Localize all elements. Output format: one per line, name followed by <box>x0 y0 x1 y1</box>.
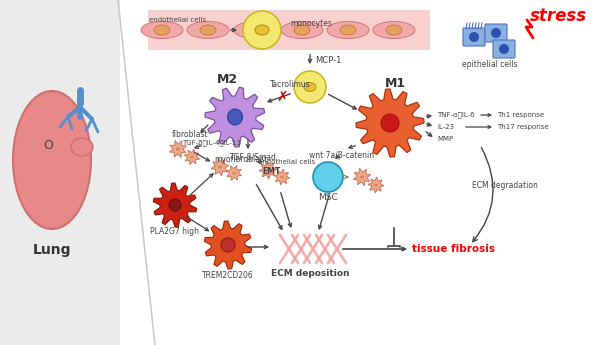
Text: TGF-β/Smad: TGF-β/Smad <box>230 153 277 162</box>
Circle shape <box>294 71 326 103</box>
Polygon shape <box>153 183 197 227</box>
Text: tissue fibrosis: tissue fibrosis <box>412 244 495 254</box>
Text: myofibroblast: myofibroblast <box>214 155 267 164</box>
Text: ✗: ✗ <box>276 90 288 104</box>
Bar <box>0 0 120 345</box>
Ellipse shape <box>218 165 222 169</box>
Text: wnt 7a/β-catenin: wnt 7a/β-catenin <box>310 151 374 160</box>
Polygon shape <box>204 221 252 269</box>
Circle shape <box>221 238 235 252</box>
Text: O: O <box>43 138 53 151</box>
Ellipse shape <box>386 25 402 35</box>
Circle shape <box>169 199 181 211</box>
Polygon shape <box>211 158 229 176</box>
Ellipse shape <box>266 168 270 171</box>
Circle shape <box>381 114 399 132</box>
Ellipse shape <box>190 156 194 158</box>
Text: Th1 response: Th1 response <box>497 112 544 118</box>
Ellipse shape <box>373 21 415 39</box>
Polygon shape <box>356 89 424 157</box>
Polygon shape <box>184 149 200 165</box>
Text: PLA2G7 high: PLA2G7 high <box>151 227 199 237</box>
Polygon shape <box>205 87 265 147</box>
Text: M1: M1 <box>385 77 406 89</box>
Polygon shape <box>170 140 187 157</box>
Text: ECM degradation: ECM degradation <box>472 180 538 189</box>
FancyBboxPatch shape <box>485 24 507 42</box>
FancyBboxPatch shape <box>493 40 515 58</box>
Text: Lung: Lung <box>33 243 71 257</box>
Ellipse shape <box>304 82 316 91</box>
Text: fibroblast: fibroblast <box>172 130 209 139</box>
Text: MCP-1: MCP-1 <box>315 56 341 65</box>
Ellipse shape <box>280 176 284 178</box>
Text: MMP: MMP <box>437 136 453 142</box>
Ellipse shape <box>340 25 356 35</box>
Ellipse shape <box>71 138 93 156</box>
Text: endothelial cells: endothelial cells <box>149 17 206 23</box>
Ellipse shape <box>255 25 269 35</box>
Ellipse shape <box>234 21 276 39</box>
Text: M2: M2 <box>217 72 238 86</box>
Ellipse shape <box>176 147 180 150</box>
Circle shape <box>243 11 281 49</box>
Circle shape <box>313 162 343 192</box>
Text: TGF-β、IL-4、IL-13: TGF-β、IL-4、IL-13 <box>182 140 241 146</box>
Text: monocytes: monocytes <box>290 19 332 28</box>
Ellipse shape <box>227 109 242 125</box>
Ellipse shape <box>247 25 263 35</box>
Text: IL-23: IL-23 <box>437 124 454 130</box>
Polygon shape <box>274 169 290 185</box>
FancyBboxPatch shape <box>463 28 485 46</box>
Text: EMT: EMT <box>262 167 280 176</box>
FancyArrowPatch shape <box>473 147 493 242</box>
Circle shape <box>491 28 501 38</box>
Text: endothelial cells: endothelial cells <box>258 159 315 165</box>
Ellipse shape <box>232 171 236 175</box>
Ellipse shape <box>360 175 364 179</box>
Circle shape <box>469 32 479 42</box>
Ellipse shape <box>154 25 170 35</box>
Ellipse shape <box>141 21 183 39</box>
Polygon shape <box>353 168 371 186</box>
Ellipse shape <box>13 91 91 229</box>
Bar <box>148 10 430 50</box>
Text: TREM2CD206: TREM2CD206 <box>202 270 254 279</box>
Polygon shape <box>259 161 277 179</box>
Ellipse shape <box>187 21 229 39</box>
Text: MSC: MSC <box>318 193 338 201</box>
Ellipse shape <box>327 21 369 39</box>
Text: TNF-α、IL-6: TNF-α、IL-6 <box>437 112 475 118</box>
Text: epithelial cells: epithelial cells <box>462 60 518 69</box>
Ellipse shape <box>374 184 378 186</box>
Circle shape <box>499 44 509 54</box>
Text: Tacrolimus: Tacrolimus <box>269 80 310 89</box>
Text: ECM deposition: ECM deposition <box>271 269 349 278</box>
Ellipse shape <box>294 25 310 35</box>
Polygon shape <box>226 166 242 180</box>
Ellipse shape <box>200 25 216 35</box>
Polygon shape <box>368 177 384 193</box>
Text: stress: stress <box>529 7 587 25</box>
Ellipse shape <box>281 21 323 39</box>
Text: Th17 response: Th17 response <box>497 124 548 130</box>
